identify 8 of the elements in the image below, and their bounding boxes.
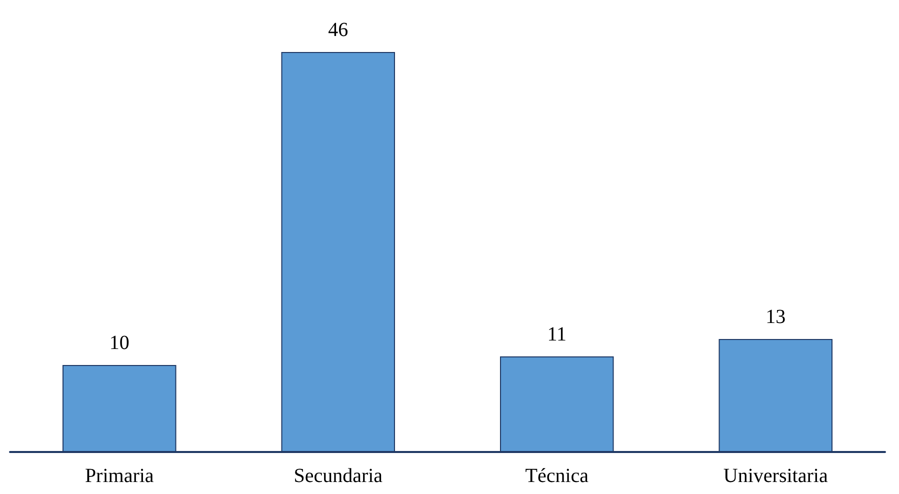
x-tick-label: Primaria xyxy=(84,465,154,487)
data-label: 10 xyxy=(109,332,130,354)
data-label: 13 xyxy=(766,306,786,328)
x-tick-label: Secundaria xyxy=(294,465,383,487)
x-tick-label: Técnica xyxy=(525,465,589,487)
data-label: 46 xyxy=(328,19,348,41)
x-tick-label: Universitaria xyxy=(723,465,828,487)
data-label: 11 xyxy=(547,323,567,346)
